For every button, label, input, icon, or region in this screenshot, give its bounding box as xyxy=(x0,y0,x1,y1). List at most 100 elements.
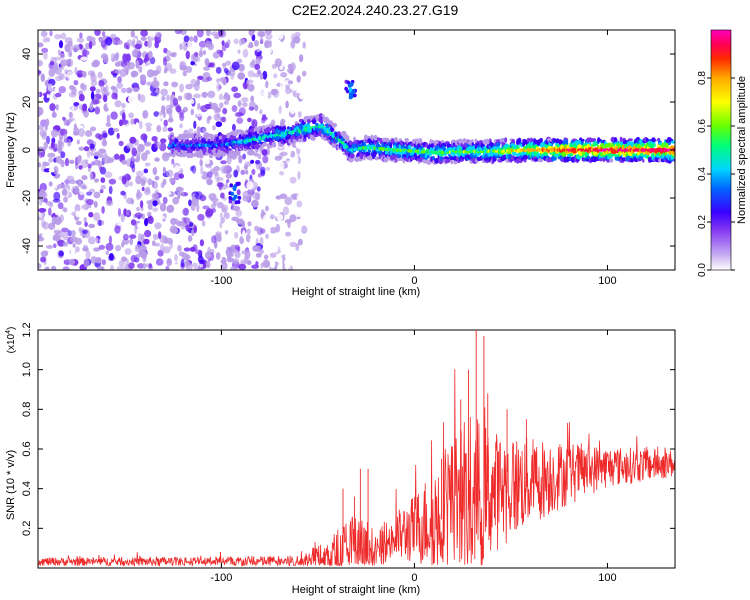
heatmap-noise-cell xyxy=(78,128,85,137)
heatmap-noise-cell xyxy=(230,248,237,254)
heatmap-noise-cell xyxy=(125,258,129,267)
heatmap-noise-cell xyxy=(226,155,232,165)
heatmap-noise-cell xyxy=(289,241,297,248)
heatmap-x-tick-label: -100 xyxy=(210,275,232,287)
heatmap-noise-cell xyxy=(165,169,174,178)
heatmap-noise-cell xyxy=(57,183,65,189)
heatmap-noise-cell xyxy=(239,235,245,245)
heatmap-noise-cell xyxy=(220,116,226,123)
heatmap-noise-cell xyxy=(105,122,111,127)
heatmap-noise-cell xyxy=(93,191,101,199)
heatmap-ridge-cell xyxy=(204,146,207,152)
heatmap-noise-cell xyxy=(201,188,207,194)
heatmap-noise-cell xyxy=(38,234,42,242)
heatmap-noise-cell xyxy=(62,241,69,247)
heatmap-noise-cell xyxy=(231,86,239,92)
heatmap-noise-cell xyxy=(152,200,158,207)
heatmap-noise-cell xyxy=(82,103,88,112)
heatmap-noise-cell xyxy=(172,97,178,106)
heatmap-noise-cell xyxy=(231,123,236,132)
heatmap-noise-cell xyxy=(129,136,137,144)
heatmap-noise-cell xyxy=(147,216,154,224)
heatmap-ridge-cell xyxy=(580,138,585,142)
heatmap-noise-cell xyxy=(99,237,108,245)
heatmap-noise-cell xyxy=(166,204,175,213)
heatmap-y-tick-label: -20 xyxy=(21,190,33,206)
heatmap-noise-cell xyxy=(295,259,301,265)
heatmap-noise-cell xyxy=(54,92,62,98)
heatmap-ridge-cell xyxy=(486,138,490,145)
heatmap-noise-cell xyxy=(285,231,292,237)
heatmap-ridge-cell xyxy=(629,141,634,145)
heatmap-noise-cell xyxy=(198,40,207,48)
heatmap-noise-cell xyxy=(134,212,143,218)
heatmap-noise-cell xyxy=(53,243,57,249)
heatmap-noise-cell xyxy=(152,207,159,212)
heatmap-noise-cell xyxy=(204,58,210,67)
heatmap-noise-cell xyxy=(114,153,120,160)
heatmap-noise-cell xyxy=(63,133,68,141)
heatmap-noise-cell xyxy=(112,73,118,78)
heatmap-noise-cell xyxy=(138,103,145,110)
heatmap-noise-cell xyxy=(38,91,41,98)
heatmap-noise-cell xyxy=(231,105,238,112)
heatmap-noise-cell xyxy=(83,258,90,268)
snr-x-ticks: -100 0 100 xyxy=(210,330,617,584)
heatmap-ridge-cell xyxy=(325,123,329,129)
heatmap-noise-cell xyxy=(133,226,138,235)
heatmap-ridge-cell xyxy=(397,154,402,158)
heatmap-noise-cell xyxy=(141,62,147,72)
snr-peaks xyxy=(342,330,527,557)
heatmap-noise-cell xyxy=(109,65,115,72)
heatmap-noise-cell xyxy=(280,182,287,190)
heatmap-noise-cell xyxy=(46,244,53,249)
heatmap-noise-cell xyxy=(135,170,144,177)
heatmap-ridge-cell xyxy=(282,125,286,131)
heatmap-noise-cell xyxy=(39,188,46,197)
heatmap-noise-cell xyxy=(117,76,122,84)
heatmap-noise-cell xyxy=(163,81,169,87)
heatmap-noise-cell xyxy=(43,141,49,150)
heatmap-noise-cell xyxy=(166,94,170,102)
heatmap-x-axis-label: Height of straight line (km) xyxy=(292,286,420,298)
heatmap-noise-cell xyxy=(294,163,302,171)
heatmap-noise-cell xyxy=(89,86,96,92)
heatmap-noise-cell xyxy=(166,50,172,57)
heatmap-noise-cell xyxy=(140,176,148,184)
heatmap-noise-cell xyxy=(251,119,258,129)
heatmap-noise-cell xyxy=(128,112,134,119)
heatmap-noise-cell xyxy=(265,169,268,178)
heatmap-noise-cell xyxy=(228,252,235,257)
heatmap-noise-cell xyxy=(41,47,49,54)
heatmap-ridge-cell xyxy=(394,137,398,143)
heatmap-noise-cell xyxy=(98,80,105,87)
heatmap-noise-cell xyxy=(105,242,114,251)
heatmap-ridge-cell xyxy=(321,114,325,118)
heatmap-noise-cell xyxy=(122,53,128,63)
heatmap-noise-cell xyxy=(132,87,140,92)
heatmap-noise-cell xyxy=(255,245,262,253)
heatmap-noise-cell xyxy=(45,37,51,43)
heatmap-noise-cell xyxy=(78,146,85,151)
heatmap-noise-cell xyxy=(108,235,113,245)
heatmap-ridge-cell xyxy=(504,137,508,143)
heatmap-noise-cell xyxy=(253,152,259,157)
heatmap-noise-cell xyxy=(50,129,59,138)
heatmap-noise-cell xyxy=(91,61,99,68)
heatmap-noise-cell xyxy=(114,61,121,67)
heatmap-noise-cell xyxy=(272,88,280,98)
heatmap-noise-cell xyxy=(159,215,166,220)
heatmap-noise-cell xyxy=(290,107,296,115)
heatmap-noise-cell xyxy=(38,70,42,75)
heatmap-noise-cell xyxy=(38,142,42,148)
heatmap-noise-cell xyxy=(256,186,261,192)
heatmap-noise-cell xyxy=(173,172,181,181)
heatmap-noise-cell xyxy=(68,258,76,266)
heatmap-noise-cell xyxy=(162,178,167,186)
heatmap-noise-cell xyxy=(171,81,179,88)
heatmap-noise-cell xyxy=(206,171,213,179)
heatmap-noise-cell xyxy=(57,202,64,210)
heatmap-noise-cell xyxy=(242,230,246,239)
heatmap-noise-cell xyxy=(158,231,162,240)
heatmap-noise-cell xyxy=(95,257,102,264)
